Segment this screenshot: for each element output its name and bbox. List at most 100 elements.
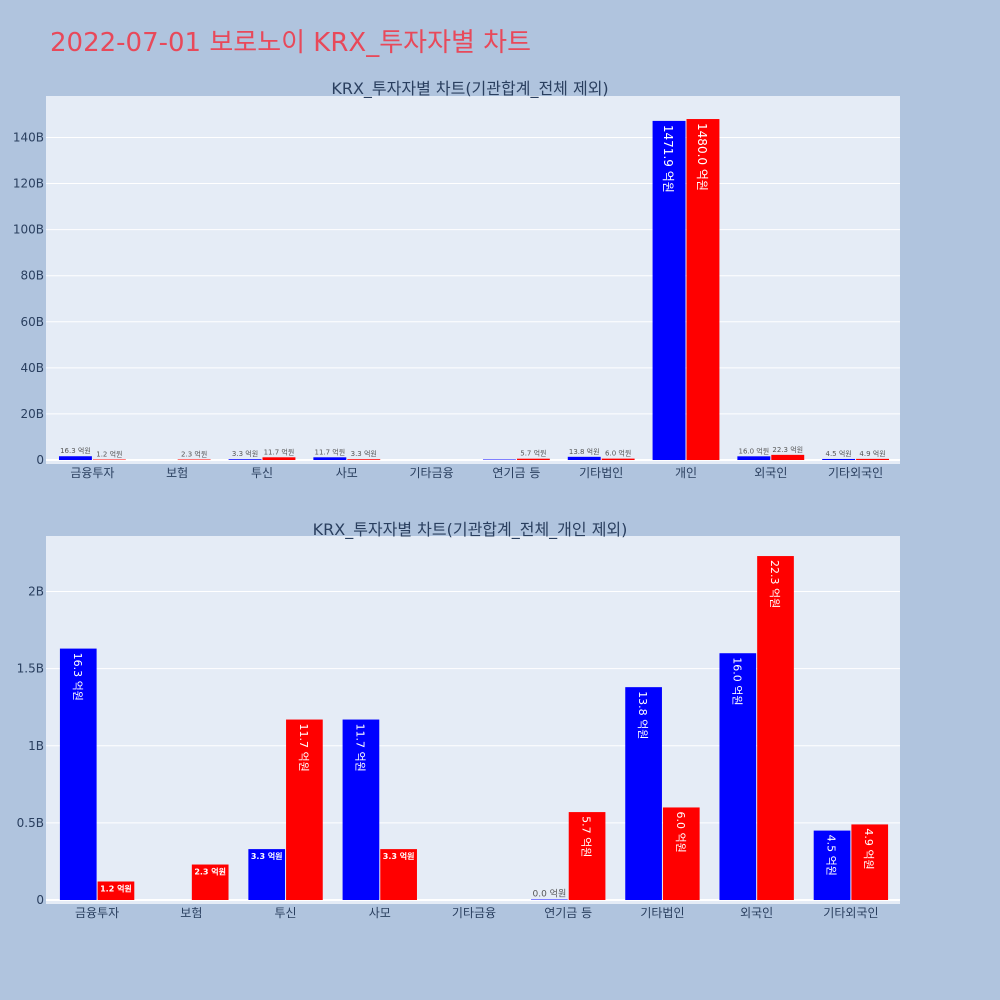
data-label: 1471.9 억원: [661, 125, 675, 193]
bar: [177, 459, 211, 460]
data-label: 6.0 억원: [674, 811, 687, 852]
data-label: 11.7 억원: [353, 724, 366, 772]
bar: [856, 458, 890, 460]
data-label: 16.3 억원: [71, 653, 84, 701]
bar: [97, 881, 135, 900]
bar: [380, 849, 417, 900]
x-tick-label: 기타금융: [410, 466, 454, 480]
bar: [567, 456, 601, 460]
bar: [59, 648, 97, 900]
chart-panel-1: 0 20B 40B 60B 80B 100B 120B 140B KRX_투자자별 차트(기관합…: [13, 79, 900, 480]
data-label: 13.8 억원: [636, 691, 649, 739]
chart-title: KRX_투자자별 차트(기관합계_전체 제외): [331, 79, 608, 99]
data-label: 2.3 억원: [181, 449, 207, 458]
bar: [248, 849, 286, 900]
data-label: 11.7 억원: [314, 447, 345, 456]
x-tick-label: 사모: [369, 906, 391, 920]
y-tick-label: 40B: [20, 361, 44, 375]
x-tick-label: 개인: [675, 466, 697, 480]
data-label: 3.3 억원: [232, 449, 258, 458]
x-tick-label: 투신: [251, 466, 273, 480]
bar: [516, 458, 550, 460]
bar: [228, 459, 262, 460]
bar: [262, 457, 296, 460]
data-label: 3.3 억원: [351, 449, 377, 458]
bar: [652, 120, 686, 460]
data-label: 5.7 억원: [520, 449, 546, 458]
bar: [58, 456, 92, 460]
y-tick-label: 1B: [28, 739, 44, 753]
data-label: 4.5 억원: [826, 449, 852, 458]
chart-panel-2: 0 0.5B 1B 1.5B 2B KRX_투자자별 차트(기관합계_전체_개인 제외) 금…: [17, 520, 900, 920]
x-tick-label: 기타외국인: [828, 466, 883, 480]
page-title: 2022-07-01 보로노이 KRX_투자자별 차트: [50, 28, 532, 58]
bar: [662, 807, 700, 900]
data-label: 0.0 억원: [533, 888, 567, 900]
plot-area: [46, 96, 900, 464]
y-tick-label: 0.5B: [17, 816, 44, 830]
y-tick-label: 0: [36, 893, 44, 907]
bar: [851, 824, 889, 900]
x-tick-label: 기타금융: [452, 906, 496, 920]
data-label: 3.3 억원: [251, 851, 283, 861]
y-tick-label: 140B: [13, 130, 44, 144]
data-label: 4.9 억원: [862, 828, 875, 869]
bar: [822, 458, 856, 460]
y-tick-label: 80B: [20, 269, 44, 283]
x-tick-label: 보험: [180, 906, 202, 920]
bar: [737, 456, 771, 460]
y-tick-label: 2B: [28, 585, 44, 599]
data-label: 11.7 억원: [264, 447, 295, 456]
x-tick-label: 기타법인: [579, 466, 623, 480]
data-label: 16.0 억원: [738, 446, 769, 455]
x-tick-label: 외국인: [754, 466, 787, 480]
x-tick-label: 금융투자: [75, 906, 119, 920]
y-tick-label: 0: [36, 453, 44, 467]
bar: [313, 457, 347, 460]
x-tick-label: 연기금 등: [492, 466, 540, 480]
x-tick-label: 보험: [166, 466, 188, 480]
y-tick-label: 120B: [13, 177, 44, 191]
bar: [92, 459, 126, 460]
bar: [347, 459, 381, 460]
data-label: 4.9 억원: [859, 449, 885, 458]
data-label: 3.3 억원: [383, 851, 415, 861]
bar: [568, 812, 606, 900]
x-tick-label: 금융투자: [70, 466, 114, 480]
bar: [625, 687, 662, 900]
data-label: 13.8 억원: [569, 447, 600, 456]
data-label: 16.0 억원: [730, 657, 743, 705]
data-label: 1.2 억원: [100, 883, 132, 893]
bar: [342, 719, 380, 900]
x-tick-label: 연기금 등: [544, 906, 592, 920]
y-tick-label: 20B: [20, 407, 44, 421]
x-tick-label: 외국인: [740, 906, 773, 920]
data-label: 2.3 억원: [194, 867, 226, 877]
x-tick-label: 투신: [275, 906, 297, 920]
bar: [719, 653, 757, 900]
data-label: 5.7 억원: [580, 816, 593, 857]
bar: [813, 830, 851, 900]
data-label: 22.3 억원: [768, 560, 781, 608]
data-label: 4.5 억원: [825, 835, 838, 876]
bar: [482, 459, 516, 460]
bar: [531, 899, 568, 900]
x-tick-label: 사모: [336, 466, 358, 480]
data-label: 1480.0 억원: [695, 123, 709, 191]
x-tick-label: 기타법인: [640, 906, 684, 920]
bar: [601, 458, 635, 460]
data-label: 11.7 억원: [297, 724, 310, 772]
y-tick-label: 60B: [20, 315, 44, 329]
data-label: 16.3 억원: [60, 446, 91, 455]
chart-title: KRX_투자자별 차트(기관합계_전체_개인 제외): [313, 520, 628, 540]
data-label: 22.3 억원: [772, 445, 803, 454]
bar: [771, 454, 805, 460]
y-tick-label: 1.5B: [17, 662, 44, 676]
bar: [686, 119, 720, 461]
x-tick-label: 기타외국인: [823, 906, 878, 920]
data-label: 6.0 억원: [605, 449, 631, 458]
bar: [286, 719, 323, 900]
bar: [191, 864, 229, 900]
